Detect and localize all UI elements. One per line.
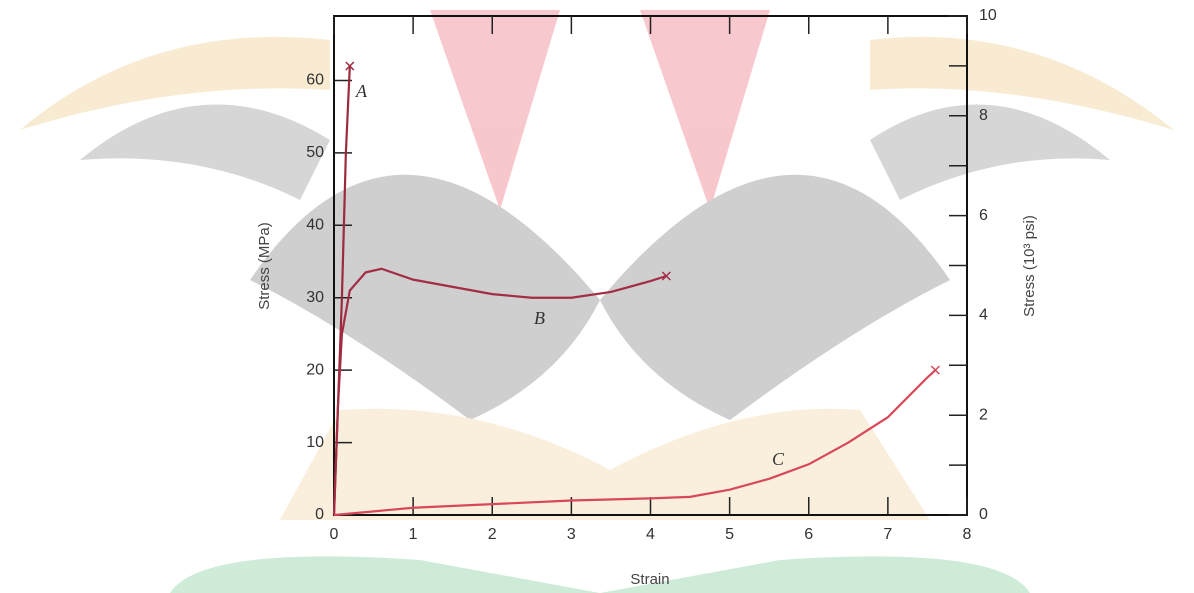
y-tick-label: 0 <box>315 506 324 523</box>
x-tick-label: 3 <box>567 526 576 543</box>
y2-tick-label: 10 <box>979 7 997 24</box>
x-tick-label: 5 <box>725 526 734 543</box>
x-tick-label: 2 <box>488 526 497 543</box>
x-axis-label: Strain <box>630 571 669 588</box>
y-tick-label: 10 <box>306 434 324 451</box>
x-tick-label: 6 <box>804 526 813 543</box>
chart: Strain Stress (MPa) Stress (10³ psi) 0 1 2… <box>0 0 1194 593</box>
x-tick-label: 4 <box>646 526 655 543</box>
y-tick-label: 60 <box>306 72 324 89</box>
y-tick-label: 50 <box>306 144 324 161</box>
y2-tick-label: 8 <box>979 107 988 124</box>
y2-tick-label: 4 <box>979 307 988 324</box>
y2-axis-label: Stress (10³ psi) <box>1021 215 1038 317</box>
curve-label: C <box>772 449 785 469</box>
watermark <box>20 10 1174 593</box>
curve-label: A <box>355 81 368 101</box>
y2-tick-label: 6 <box>979 207 988 224</box>
y2-tick-label: 2 <box>979 406 988 423</box>
x-tick-label: 7 <box>883 526 892 543</box>
x-tick-label: 0 <box>330 526 339 543</box>
y-tick-label: 40 <box>306 217 324 234</box>
y-tick-label: 30 <box>306 289 324 306</box>
fracture-marker <box>931 366 939 374</box>
y-tick-label: 20 <box>306 361 324 378</box>
x-tick-label: 8 <box>963 526 972 543</box>
x-tick-label: 1 <box>409 526 418 543</box>
y-axis-label: Stress (MPa) <box>256 222 273 310</box>
curve-label: B <box>534 308 545 328</box>
y2-tick-label: 0 <box>979 506 988 523</box>
